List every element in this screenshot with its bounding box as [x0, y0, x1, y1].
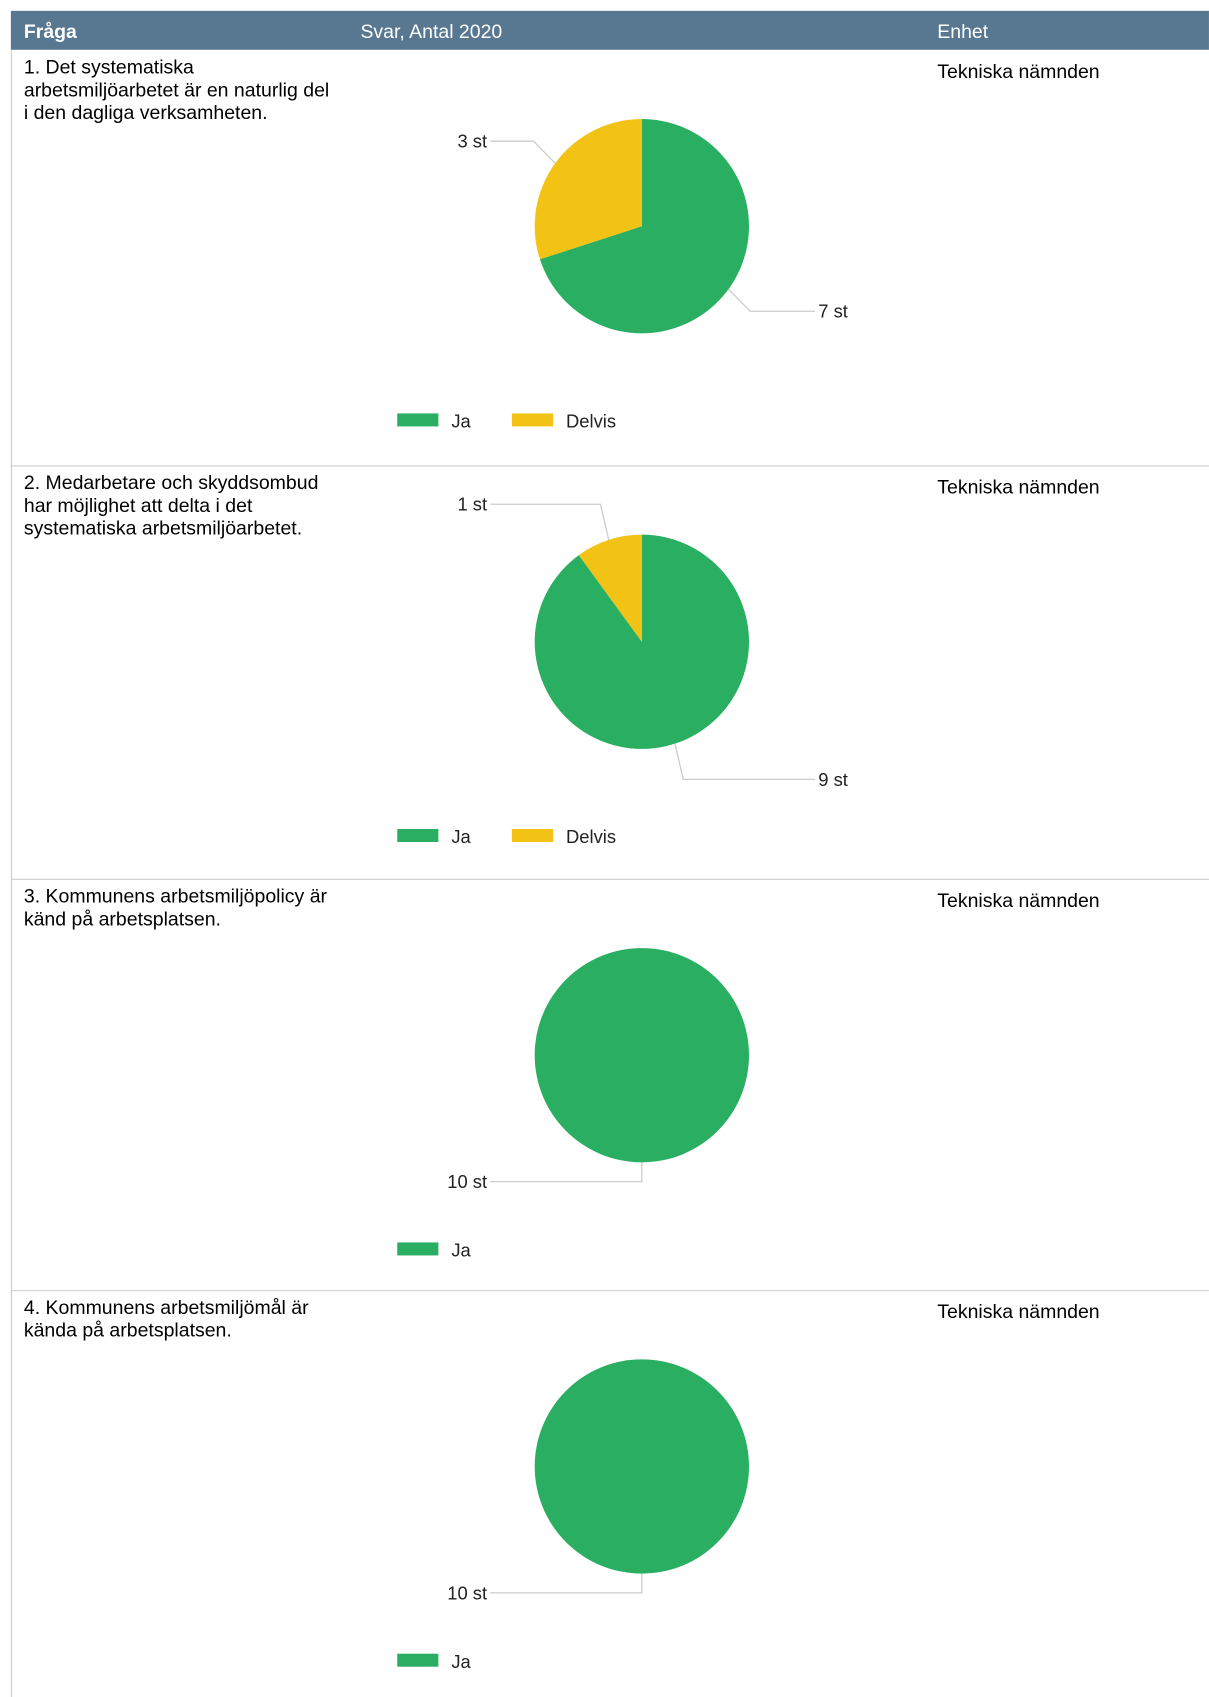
- leader-line: [490, 1162, 643, 1183]
- legend-swatch: [511, 829, 554, 843]
- data-label: 7 st: [818, 301, 848, 322]
- pie-slice: [578, 534, 642, 642]
- question-text: 2. Medarbetare och skyddsombud har möjli…: [23, 471, 319, 539]
- legend-swatch: [397, 829, 439, 843]
- question-cell: 2. Medarbetare och skyddsombud har möjli…: [23, 471, 319, 539]
- pie-slice: [534, 948, 749, 1163]
- header-cell: Svar, Antal 2020: [360, 21, 502, 43]
- unit-text: Tekniska nämnden: [937, 477, 1099, 499]
- leader-line: [728, 288, 816, 312]
- legend-swatch: [397, 1242, 439, 1256]
- legend-label: Ja: [451, 1240, 471, 1261]
- question-text: 1. Det systematiska arbetsmiljöarbetet ä…: [23, 56, 330, 124]
- data-label: 10 st: [447, 1171, 487, 1192]
- legend-swatch: [397, 413, 439, 427]
- unit-text: Tekniska nämnden: [937, 61, 1099, 83]
- legend-swatch: [397, 1653, 439, 1667]
- question-text: 4. Kommunens arbetsmiljömål är kända på …: [23, 1296, 309, 1341]
- question-cell: 1. Det systematiska arbetsmiljöarbetet ä…: [23, 56, 330, 124]
- question-text: 3. Kommunens arbetsmiljöpolicy är känd p…: [23, 885, 328, 930]
- pie-slice: [534, 119, 642, 260]
- legend-label: Ja: [451, 826, 471, 847]
- data-label: 3 st: [457, 131, 487, 152]
- header-cell: Fråga: [24, 20, 77, 43]
- question-cell: 3. Kommunens arbetsmiljöpolicy är känd p…: [23, 885, 328, 930]
- leader-line: [490, 1573, 643, 1594]
- header-cell: Enhet: [937, 21, 988, 43]
- legend-swatch: [511, 413, 554, 427]
- data-label: 9 st: [818, 769, 848, 790]
- pie-slice: [534, 1359, 749, 1574]
- question-cell: 4. Kommunens arbetsmiljömål är kända på …: [23, 1296, 309, 1341]
- legend-label: Delvis: [566, 410, 616, 431]
- data-label: 10 st: [447, 1582, 487, 1603]
- legend-label: Ja: [451, 410, 471, 431]
- legend-label: Ja: [451, 1651, 471, 1672]
- data-label: 1 st: [457, 494, 487, 515]
- legend-label: Delvis: [566, 826, 616, 847]
- leader-line: [490, 503, 610, 541]
- unit-text: Tekniska nämnden: [937, 890, 1099, 912]
- unit-text: Tekniska nämnden: [937, 1301, 1099, 1323]
- leader-line: [490, 140, 556, 164]
- header-bar: [10, 10, 1209, 50]
- pie-slice: [539, 119, 749, 334]
- leader-line: [674, 743, 816, 781]
